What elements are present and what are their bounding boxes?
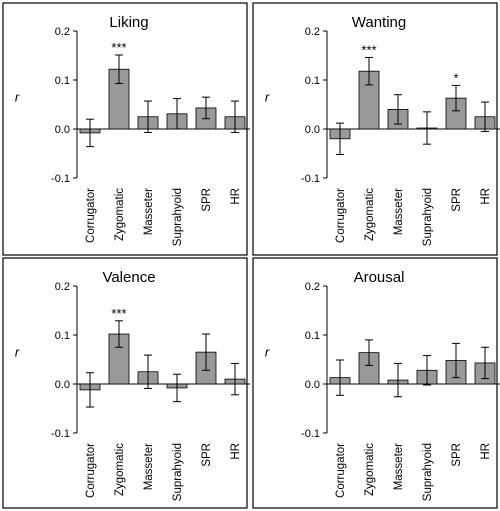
x-tick-label: Corrugator bbox=[335, 443, 347, 498]
chart-panel-arousal: Arousal -0.1 0.0 0.1 0.2 r Corrugator Zygomatic… bbox=[252, 257, 500, 509]
y-tick-label: 0.2 bbox=[55, 26, 70, 38]
chart-title: Valence bbox=[102, 269, 155, 286]
y-tick-label: -0.1 bbox=[51, 173, 70, 185]
chart-title: Arousal bbox=[354, 269, 405, 286]
y-tick-label: -0.1 bbox=[301, 428, 320, 440]
x-tick-label: SPR bbox=[451, 188, 463, 212]
x-tick-label: HR bbox=[480, 188, 492, 205]
y-axis-label: r bbox=[15, 345, 20, 360]
chart-title: Wanting bbox=[352, 14, 406, 31]
x-tick-label: Masseter bbox=[143, 443, 155, 490]
x-tick-label: SPR bbox=[201, 188, 213, 212]
y-tick-label: -0.1 bbox=[301, 173, 320, 185]
x-tick-label: SPR bbox=[201, 443, 213, 467]
significance-marker: *** bbox=[361, 42, 376, 57]
x-tick-label: Suprahyoid bbox=[172, 443, 184, 501]
y-axis-label: r bbox=[265, 345, 270, 360]
x-tick-label: HR bbox=[230, 188, 242, 205]
x-tick-label: Corrugator bbox=[335, 188, 347, 243]
chart-panel-liking: Liking -0.1 0.0 0.1 0.2 r Corrugator *** Zygomat… bbox=[2, 2, 250, 256]
y-tick-label: 0.2 bbox=[55, 281, 70, 293]
chart-title: Liking bbox=[109, 14, 148, 31]
y-tick-label: 0.0 bbox=[55, 124, 70, 136]
significance-marker: * bbox=[453, 70, 458, 85]
x-tick-label: Zygomatic bbox=[364, 188, 376, 241]
significance-marker: *** bbox=[111, 306, 126, 321]
y-tick-label: 0.1 bbox=[55, 75, 70, 87]
y-tick-label: 0.2 bbox=[305, 281, 320, 293]
y-tick-label: 0.1 bbox=[305, 75, 320, 87]
y-tick-label: 0.1 bbox=[55, 330, 70, 342]
x-tick-label: Corrugator bbox=[85, 188, 97, 243]
y-axis-label: r bbox=[15, 90, 20, 105]
y-tick-label: 0.2 bbox=[305, 26, 320, 38]
x-tick-label: Zygomatic bbox=[114, 443, 126, 496]
x-tick-label: Suprahyoid bbox=[422, 188, 434, 246]
x-tick-label: Masseter bbox=[393, 443, 405, 490]
x-tick-label: Suprahyoid bbox=[172, 188, 184, 246]
chart-panel-valence: Valence -0.1 0.0 0.1 0.2 r Corrugator *** Zygoma… bbox=[2, 257, 250, 509]
y-tick-label: 0.1 bbox=[305, 330, 320, 342]
x-tick-label: SPR bbox=[451, 443, 463, 467]
y-tick-label: 0.0 bbox=[55, 379, 70, 391]
x-tick-label: Zygomatic bbox=[364, 443, 376, 496]
x-tick-label: Masseter bbox=[143, 188, 155, 235]
y-tick-label: 0.0 bbox=[305, 124, 320, 136]
significance-marker: *** bbox=[111, 40, 126, 55]
x-tick-label: Masseter bbox=[393, 188, 405, 235]
y-tick-label: -0.1 bbox=[51, 428, 70, 440]
y-axis-label: r bbox=[265, 90, 270, 105]
x-tick-label: Zygomatic bbox=[114, 188, 126, 241]
x-tick-label: HR bbox=[480, 443, 492, 460]
x-tick-label: Suprahyoid bbox=[422, 443, 434, 501]
x-tick-label: Corrugator bbox=[85, 443, 97, 498]
y-tick-label: 0.0 bbox=[305, 379, 320, 391]
chart-panel-wanting: Wanting -0.1 0.0 0.1 0.2 r Corrugator *** Zygoma… bbox=[252, 2, 500, 256]
x-tick-label: HR bbox=[230, 443, 242, 460]
